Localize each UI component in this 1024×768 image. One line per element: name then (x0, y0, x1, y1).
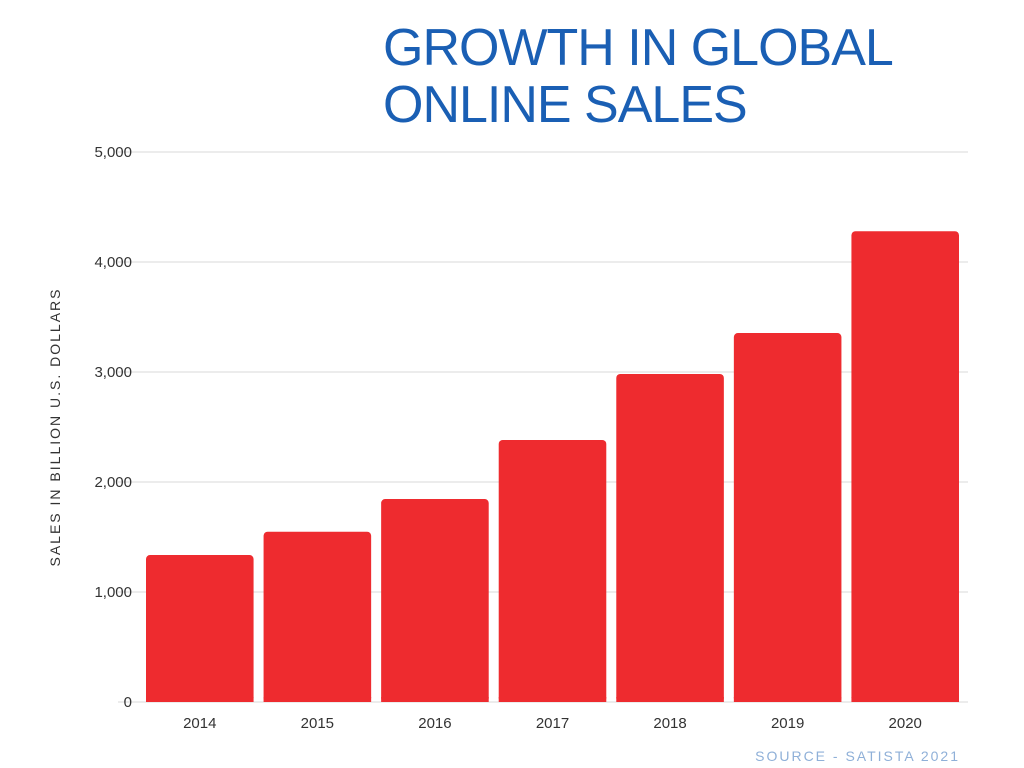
bar-base-2018 (616, 697, 724, 702)
y-tick-label: 3,000 (94, 364, 132, 381)
x-axis-ticks: 2014 2015 2016 2017 2018 2019 2020 (183, 715, 922, 732)
x-tick-label: 2019 (771, 715, 804, 732)
bar-base-2020 (851, 697, 959, 702)
y-tick-label: 5,000 (94, 144, 132, 161)
bar-2020 (851, 231, 959, 702)
bar-base-2014 (146, 697, 254, 702)
y-tick-label: 4,000 (94, 254, 132, 271)
x-tick-label: 2014 (183, 715, 216, 732)
chart-title: GROWTH IN GLOBAL ONLINE SALES (383, 20, 1003, 134)
x-tick-label: 2018 (653, 715, 686, 732)
bar-2019 (733, 333, 842, 702)
chart-title-line-2: ONLINE SALES (383, 76, 748, 134)
bar-2014 (146, 555, 254, 702)
bar-base-2017 (498, 697, 607, 702)
bars (146, 231, 959, 702)
bar-2015 (263, 531, 372, 702)
y-tick-label: 0 (124, 694, 132, 711)
x-tick-label: 2015 (301, 715, 334, 732)
bar-base-2016 (381, 697, 489, 702)
bar-base-2015 (263, 697, 372, 702)
x-tick-label: 2017 (536, 715, 569, 732)
source-note: SOURCE - SATISTA 2021 (755, 748, 960, 764)
bar-base-2019 (733, 697, 842, 702)
bar-2016 (381, 499, 489, 702)
bar-2018 (616, 373, 724, 702)
y-tick-label: 1,000 (94, 584, 132, 601)
x-tick-label: 2016 (418, 715, 451, 732)
x-tick-label: 2020 (889, 715, 922, 732)
y-tick-label: 2,000 (94, 474, 132, 491)
y-axis-ticks: 0 1,000 2,000 3,000 4,000 5,000 (94, 144, 132, 711)
bar-2017 (498, 439, 607, 702)
chart-title-line-1: GROWTH IN GLOBAL (383, 19, 894, 77)
